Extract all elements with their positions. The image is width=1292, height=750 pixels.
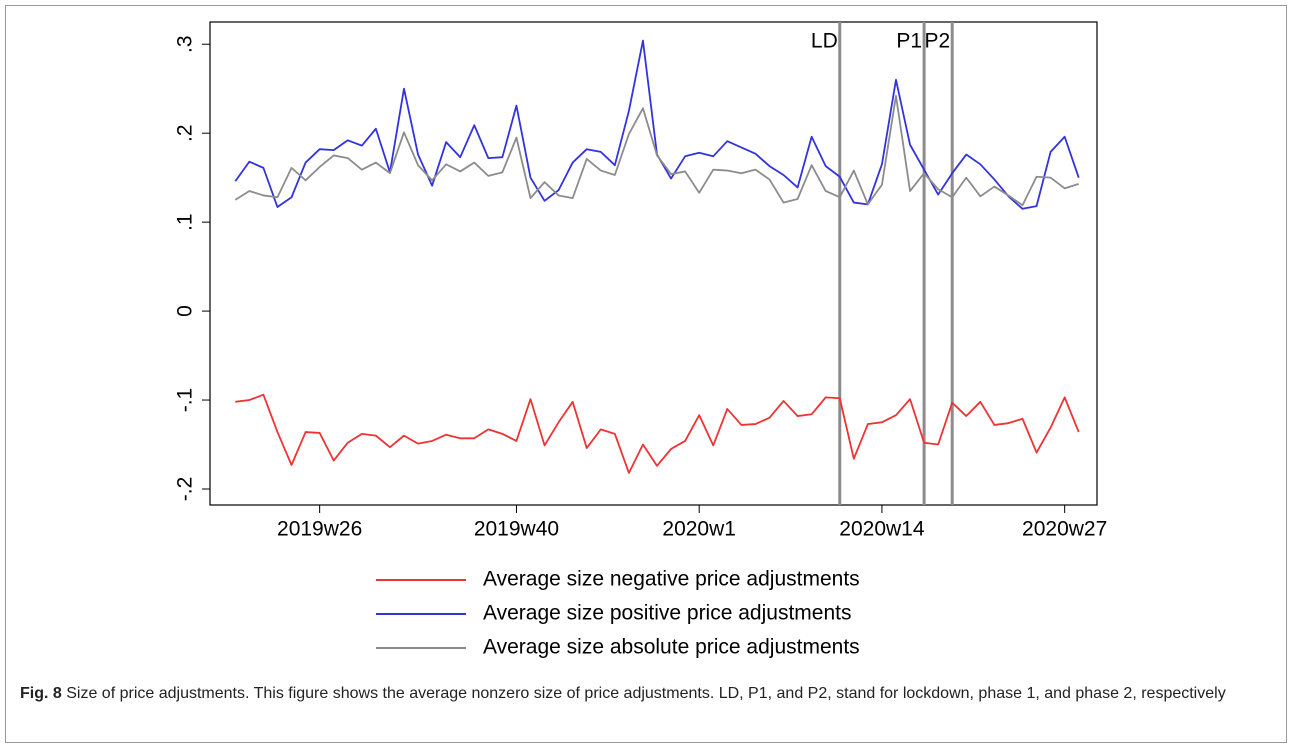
y-tick-label: -.2 [174, 477, 197, 502]
caption: Fig. 8 Size of price adjustments. This f… [20, 682, 1270, 706]
x-tick-label: 2020w27 [1022, 518, 1107, 541]
x-tick-label: 2019w26 [277, 518, 362, 541]
event-label: P1 [896, 30, 922, 53]
y-tick-label: 0 [174, 305, 197, 317]
x-tick-label: 2020w1 [662, 518, 736, 541]
series-line [235, 393, 1080, 474]
plot-frame [209, 21, 1098, 506]
legend-label: Average size positive price adjustments [483, 602, 851, 625]
caption-label: Fig. 8 [20, 685, 62, 702]
y-tick-label: -.1 [174, 388, 197, 413]
series-line [234, 94, 1080, 207]
event-label: P2 [925, 30, 951, 53]
x-tick-label: 2019w40 [474, 518, 559, 541]
y-tick-label: .3 [174, 35, 197, 53]
event-label: LD [811, 30, 838, 53]
caption-text: Size of price adjustments. This figure s… [66, 685, 1226, 702]
y-tick-label: .2 [174, 124, 197, 142]
figure-frame [5, 5, 1287, 743]
y-tick-label: .1 [174, 213, 197, 231]
legend-label: Average size negative price adjustments [483, 568, 860, 591]
x-tick-label: 2020w14 [839, 518, 925, 541]
legend-label: Average size absolute price adjustments [483, 636, 860, 659]
